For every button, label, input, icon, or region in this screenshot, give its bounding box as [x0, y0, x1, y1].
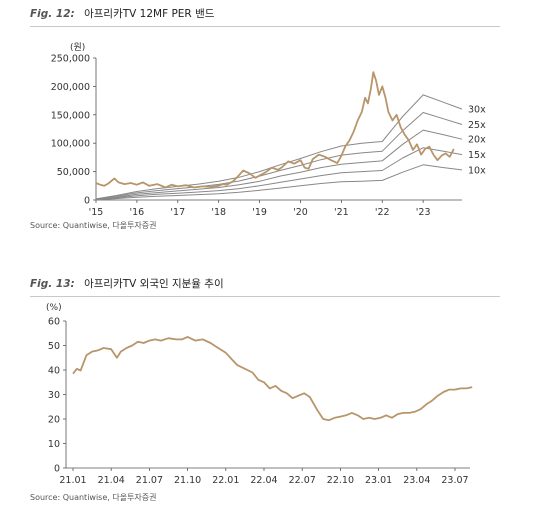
x-tick-label: 23.01 [365, 475, 392, 486]
y-tick-label: 200,000 [51, 82, 90, 93]
figure-12-header: Fig. 12: 아프리카TV 12MF PER 밴드 [30, 6, 500, 27]
x-tick-label: 22.01 [212, 475, 239, 486]
x-tick-label: '22 [375, 207, 390, 218]
foreign-ownership-line [72, 336, 473, 422]
x-tick-label: 23.04 [403, 475, 430, 486]
y-tick-label: 10 [48, 439, 60, 450]
figure-12-label: Fig. 12: [30, 8, 75, 20]
x-tick-label: '15 [89, 207, 104, 218]
y-tick-label: 40 [48, 366, 60, 377]
band-label-10x: 10x [468, 165, 486, 176]
y-tick-label: 50 [48, 341, 60, 352]
band-label-25x: 25x [468, 120, 486, 131]
figure-13-label: Fig. 13: [30, 278, 75, 290]
x-tick-label: 22.07 [289, 475, 316, 486]
x-tick-label: 22.10 [327, 475, 354, 486]
figure-12-title: 아프리카TV 12MF PER 밴드 [84, 8, 215, 20]
x-tick-label: 21.04 [98, 475, 125, 486]
y-tick-label: 150,000 [51, 110, 90, 121]
figure-13-source: Source: Quantiwise, 다올투자증권 [30, 493, 157, 502]
x-tick-label: '17 [170, 207, 185, 218]
figure-13-header: Fig. 13: 아프리카TV 외국인 지분율 추이 [30, 276, 500, 297]
per-band-30x [95, 94, 463, 200]
per-band-10x [95, 164, 463, 201]
band-label-20x: 20x [468, 135, 486, 146]
y-tick-label: 0 [54, 464, 60, 475]
figure-13-title: 아프리카TV 외국인 지분율 추이 [84, 278, 224, 290]
y-tick-label: 50,000 [57, 167, 90, 178]
x-tick-label: '23 [416, 207, 431, 218]
x-tick-label: 21.01 [59, 475, 86, 486]
band-label-30x: 30x [468, 105, 486, 116]
y-tick-label: 20 [48, 415, 60, 426]
y-axis-unit: (원) [70, 42, 85, 53]
x-tick-label: 21.07 [136, 475, 163, 486]
foreign-ownership-chart: (%) 0 10 20 30 40 50 60 21.01 21.04 21.07 21.10 22.0… [46, 303, 473, 486]
x-tick-label: '18 [211, 207, 226, 218]
y-tick-label: 0 [84, 196, 90, 207]
x-tick-label: 22.04 [250, 475, 277, 486]
x-tick-label: '20 [293, 207, 308, 218]
figure-12-source: Source: Quantiwise, 다올투자증권 [30, 221, 157, 230]
x-tick-label: '16 [130, 207, 145, 218]
y-tick-label: 30 [48, 390, 60, 401]
y-axis-unit: (%) [46, 303, 62, 313]
y-tick-label: 60 [48, 317, 60, 328]
per-band-chart: (원) 0 50,000 100,000 150,000 200,000 250,000 '1… [51, 42, 486, 218]
x-tick-label: 23.07 [441, 475, 468, 486]
x-tick-label: '21 [334, 207, 349, 218]
price-line [95, 71, 455, 189]
band-label-15x: 15x [468, 150, 486, 161]
x-tick-label: 21.10 [174, 475, 201, 486]
x-tick-label: '19 [252, 207, 267, 218]
y-tick-label: 100,000 [51, 139, 90, 150]
per-band-20x [95, 129, 463, 200]
per-band-15x [95, 147, 463, 200]
y-tick-label: 250,000 [51, 54, 90, 65]
